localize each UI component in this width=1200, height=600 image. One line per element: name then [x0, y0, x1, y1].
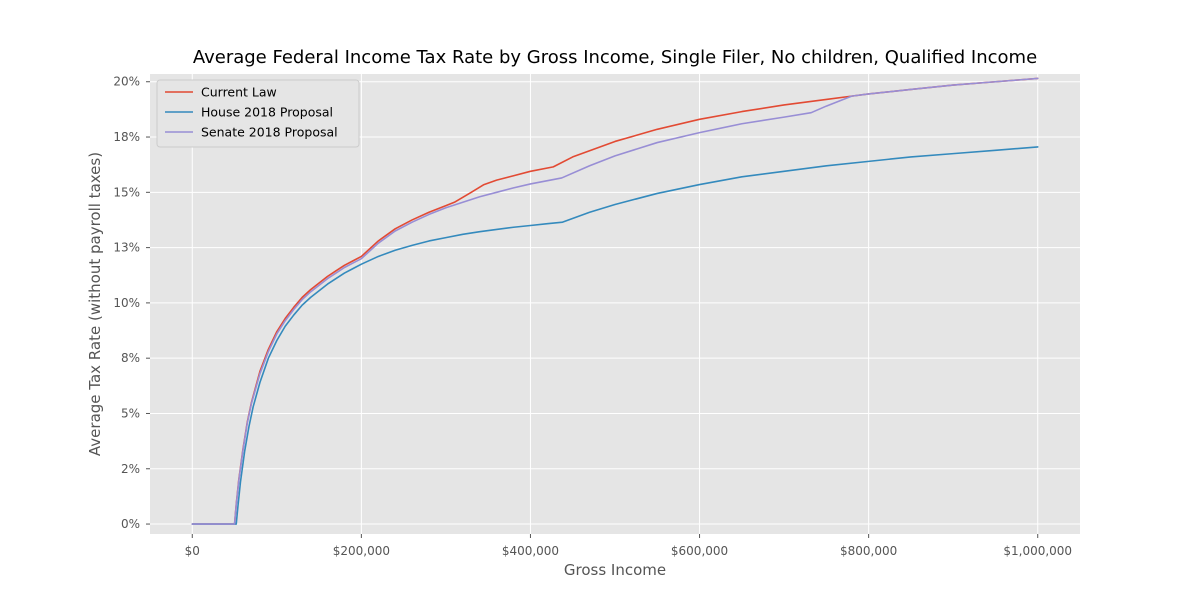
- legend-label: House 2018 Proposal: [201, 105, 333, 120]
- x-axis-label: Gross Income: [564, 561, 666, 579]
- y-axis-label: Average Tax Rate (without payroll taxes): [86, 152, 104, 456]
- legend-box: [156, 79, 360, 148]
- chart-title: Average Federal Income Tax Rate by Gross…: [193, 47, 1037, 68]
- legend: Current Law House 2018 Proposal Senate 201…: [156, 79, 360, 148]
- y-tick-label: 20%: [113, 75, 140, 89]
- grid-lines: [150, 74, 1080, 534]
- x-tick-label: $400,000: [502, 544, 559, 558]
- series-line-house-2018-proposal: [191, 146, 1039, 525]
- y-tick-label: 15%: [113, 185, 140, 199]
- y-tick-label: 2%: [121, 462, 140, 476]
- plot-background: [150, 74, 1080, 534]
- y-axis-ticks: 0% 2% 5% 8% 10% 13% 15% 18% 20%: [113, 75, 150, 531]
- x-axis-ticks: $0 $200,000 $400,000 $600,000 $800,000 $1,000…: [185, 534, 1072, 558]
- y-tick-label: 10%: [113, 296, 140, 310]
- y-tick-label: 0%: [121, 517, 140, 531]
- legend-label: Senate 2018 Proposal: [201, 125, 338, 140]
- y-tick-label: 13%: [113, 241, 140, 255]
- x-tick-label: $600,000: [671, 544, 728, 558]
- y-tick-label: 18%: [113, 130, 140, 144]
- series-lines: [191, 77, 1039, 525]
- x-tick-label: $800,000: [840, 544, 897, 558]
- y-tick-label: 8%: [121, 351, 140, 365]
- x-tick-label: $0: [185, 544, 200, 558]
- y-tick-label: 5%: [121, 406, 140, 420]
- x-tick-label: $200,000: [333, 544, 390, 558]
- legend-label: Current Law: [201, 85, 277, 100]
- series-line-senate-2018-proposal: [191, 77, 1039, 525]
- x-tick-label: $1,000,000: [1003, 544, 1072, 558]
